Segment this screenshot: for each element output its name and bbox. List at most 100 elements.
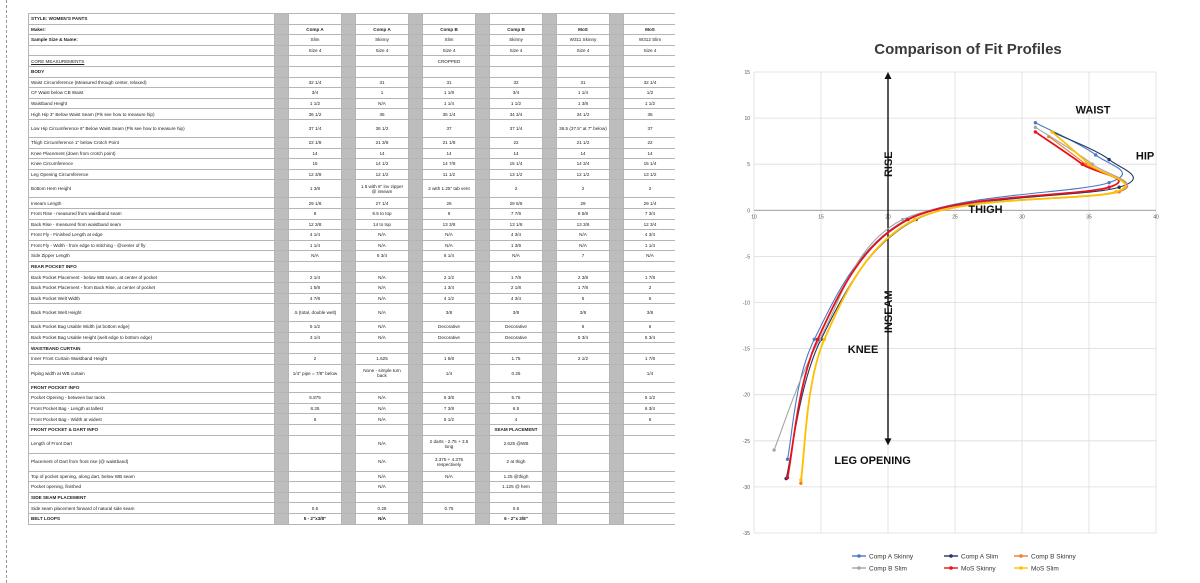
data-cell: 31 <box>355 76 409 89</box>
row-label: Sample Size & Name: <box>28 34 275 46</box>
data-cell: 1 1/2 <box>288 97 342 110</box>
gray-spacer <box>475 292 490 305</box>
data-cell: 0.5 <box>288 502 342 514</box>
table-row: Pocket Opening - between bar tacks 5.875 N… <box>28 392 675 404</box>
gray-spacer <box>408 271 423 284</box>
table-row: Maker: Comp A Comp A Comp B Comp B MoS MoS <box>28 23 675 36</box>
gray-spacer <box>274 363 289 383</box>
gray-spacer <box>542 207 557 220</box>
data-cell: N/A <box>355 331 409 344</box>
data-cell: 14 <box>556 147 610 160</box>
gray-spacer <box>542 470 557 483</box>
data-cell <box>422 481 476 493</box>
table-row: CORE MEASUREMENTS CROPPED <box>28 55 675 67</box>
gray-spacer <box>274 331 289 344</box>
gray-spacer <box>341 353 356 365</box>
gray-spacer <box>609 260 624 273</box>
table-row: Front Pocket Bag - Width at widest 6 N/A 5 … <box>28 413 675 425</box>
data-cell <box>623 434 675 454</box>
data-cell: N/A <box>355 282 409 294</box>
gray-spacer <box>475 342 490 355</box>
table-row: WAISTBAND CURTAIN <box>28 342 675 355</box>
row-label: Back Pocket Placement - below WB seam, a… <box>28 271 275 284</box>
data-cell: 5 1/2 <box>623 392 675 404</box>
table-row: Back Pocket Welt Height .5 (total, double… <box>28 303 675 323</box>
data-cell <box>288 452 342 472</box>
data-cell <box>288 491 342 504</box>
gray-spacer <box>274 158 289 170</box>
gray-spacer <box>341 502 356 514</box>
gray-spacer <box>609 147 624 160</box>
data-cell: 8 <box>288 207 342 220</box>
gray-spacer <box>341 65 356 78</box>
gray-spacer <box>475 424 490 436</box>
data-cell: 12 3/8 <box>288 168 342 181</box>
data-cell: N/A <box>355 470 409 483</box>
data-cell: N/A <box>355 452 409 472</box>
gray-spacer <box>475 481 490 493</box>
table-row: Bottom Hem Height 1 3/8 1.5 with 6" inv zi… <box>28 179 675 199</box>
gray-spacer <box>609 65 624 78</box>
table-row: Front Fly - Width - from edge to stitchi… <box>28 239 675 252</box>
gray-spacer <box>475 413 490 425</box>
table-row: Thigh Circumference 1" below Crotch Poin… <box>28 136 675 149</box>
y-tick-label: -5 <box>746 254 751 260</box>
gray-spacer <box>408 303 423 323</box>
gray-spacer <box>542 282 557 294</box>
column-size: Size 4 <box>556 44 610 57</box>
data-cell: N/A <box>355 271 409 284</box>
gray-spacer <box>341 147 356 160</box>
data-point <box>1033 121 1038 125</box>
gray-spacer <box>408 118 423 138</box>
gray-spacer <box>542 342 557 355</box>
data-cell <box>556 65 610 78</box>
data-cell <box>422 424 476 436</box>
data-cell: 14 7/8 <box>422 158 476 170</box>
data-cell <box>288 424 342 436</box>
data-cell: 6 1/4 <box>422 250 476 262</box>
gray-spacer <box>274 512 289 525</box>
data-cell: 31 <box>422 76 476 89</box>
gray-spacer <box>408 13 423 25</box>
data-cell: 29 <box>556 197 610 209</box>
data-cell <box>556 363 610 383</box>
gray-spacer <box>408 179 423 199</box>
gray-spacer <box>542 23 557 36</box>
data-point <box>785 475 790 480</box>
gray-spacer <box>475 353 490 365</box>
row-label: Length of Front Dart <box>28 434 275 454</box>
row-label <box>28 44 275 57</box>
gray-spacer <box>475 363 490 383</box>
data-point <box>822 337 827 342</box>
gray-spacer <box>408 218 423 231</box>
gray-spacer <box>274 452 289 472</box>
data-cell: 13 1/2 <box>489 168 543 181</box>
table-row: Back Pocket Placement - from Back Rise, … <box>28 282 675 294</box>
gray-spacer <box>408 381 423 394</box>
data-cell <box>422 342 476 355</box>
gray-spacer <box>542 65 557 78</box>
data-cell: 6.5 <box>489 402 543 415</box>
data-cell: 12 3/4 <box>623 218 675 231</box>
column-note <box>623 55 675 67</box>
blank-cell <box>288 13 342 25</box>
data-cell: 32 1/4 <box>288 76 342 89</box>
data-cell: 5 <box>556 292 610 305</box>
data-cell <box>288 342 342 355</box>
data-cell: Decorative <box>422 321 476 333</box>
gray-spacer <box>341 260 356 273</box>
gray-spacer <box>274 292 289 305</box>
data-cell: 1 3/4 <box>422 282 476 294</box>
gray-spacer <box>542 392 557 404</box>
gray-spacer <box>475 282 490 294</box>
gray-spacer <box>341 413 356 425</box>
gray-spacer <box>274 491 289 504</box>
gray-spacer <box>274 260 289 273</box>
data-cell: 2 <box>623 179 675 199</box>
data-cell: 1.625 <box>355 353 409 365</box>
data-cell <box>422 260 476 273</box>
legend-entry: Comp A Skinny <box>869 554 914 561</box>
y-tick-label: -35 <box>743 531 750 537</box>
data-cell: 29 1/8 <box>288 197 342 209</box>
gray-spacer <box>475 260 490 273</box>
